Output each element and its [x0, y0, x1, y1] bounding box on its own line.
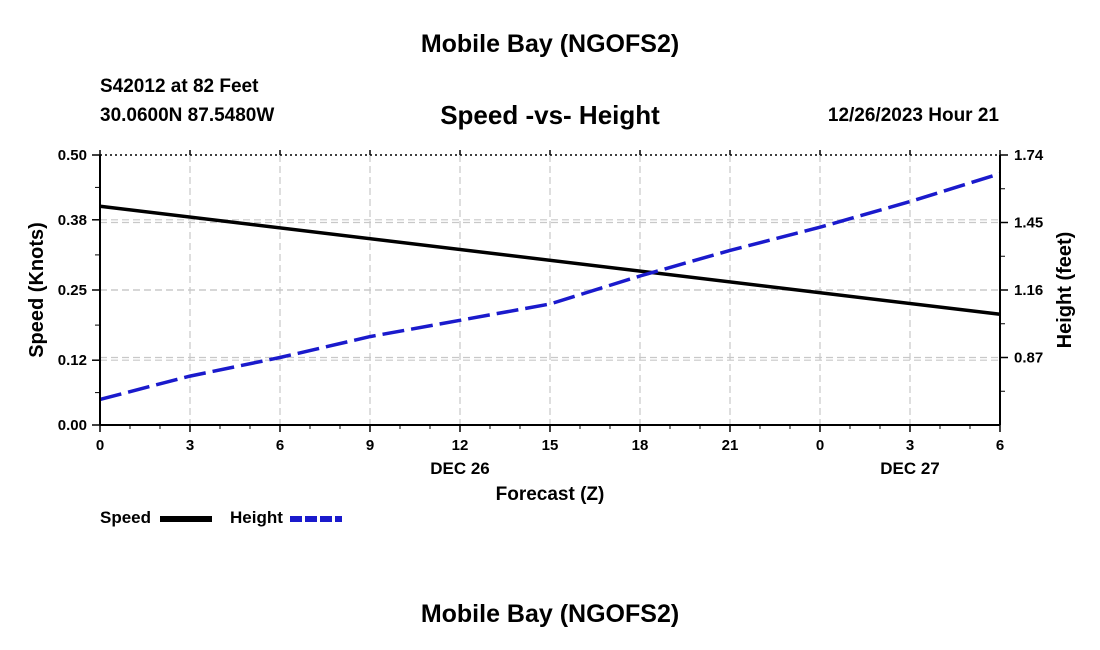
x-axis-title: Forecast (Z) — [496, 484, 605, 505]
y-tick-label: 0.50 — [58, 147, 87, 164]
y2-tick-label: 1.16 — [1014, 282, 1043, 299]
chart-subtitle: Speed -vs- Height — [440, 100, 660, 130]
chart-main-title: Mobile Bay (NGOFS2) — [420, 30, 680, 58]
footer-title: Mobile Bay (NGOFS2) — [420, 600, 680, 628]
speed-series-line — [99, 204, 1001, 317]
x-tick-label: 6 — [276, 437, 284, 454]
legend-speed-swatch — [160, 516, 212, 522]
y-tick-label: 0.12 — [58, 352, 87, 369]
legend-speed-label: Speed — [100, 508, 152, 527]
y-tick-label: 0.00 — [58, 417, 87, 434]
y-axis-title: Speed (Knots) — [26, 222, 48, 358]
legend-height-swatch — [290, 516, 342, 522]
station-label: S42012 at 82 Feet — [100, 76, 259, 97]
y-tick-label: 0.25 — [58, 282, 87, 299]
x-tick-label: 3 — [186, 437, 194, 454]
frame-layer — [92, 150, 1008, 432]
x-tick-label: 9 — [366, 437, 374, 454]
label-layer: 0 3 6 9 12 15 18 21 0 3 6 DEC 26 DEC 27 Forecast (Z) 0… — [26, 147, 1076, 505]
legend-height-label: Height — [230, 508, 283, 527]
height-series-line — [99, 171, 1001, 402]
x-tick-label: 6 — [996, 437, 1004, 454]
y2-tick-label: 0.87 — [1014, 350, 1043, 367]
speed-height-chart: 0 3 6 9 12 15 18 21 0 3 6 DEC 26 DEC 27 Forecast (Z) 0… — [26, 147, 1076, 505]
x-tick-label: 12 — [452, 437, 469, 454]
station-coordinates: 30.0600N 87.5480W — [100, 105, 275, 126]
y2-tick-label: 1.74 — [1014, 147, 1044, 164]
y-tick-label: 0.38 — [58, 212, 87, 229]
x-tick-label: 0 — [816, 437, 824, 454]
y2-tick-label: 1.45 — [1014, 215, 1043, 232]
forecast-datetime: 12/26/2023 Hour 21 — [827, 105, 999, 126]
x-tick-label: 18 — [632, 437, 649, 454]
series-layer — [99, 171, 1001, 402]
x-date-label: DEC 27 — [880, 459, 940, 478]
x-tick-label: 3 — [906, 437, 914, 454]
x-tick-label: 21 — [722, 437, 739, 454]
x-tick-label: 15 — [542, 437, 559, 454]
grid-layer — [100, 155, 1000, 425]
y2-axis-title: Height (feet) — [1054, 232, 1076, 349]
x-tick-label: 0 — [96, 437, 104, 454]
x-date-label: DEC 26 — [430, 459, 490, 478]
